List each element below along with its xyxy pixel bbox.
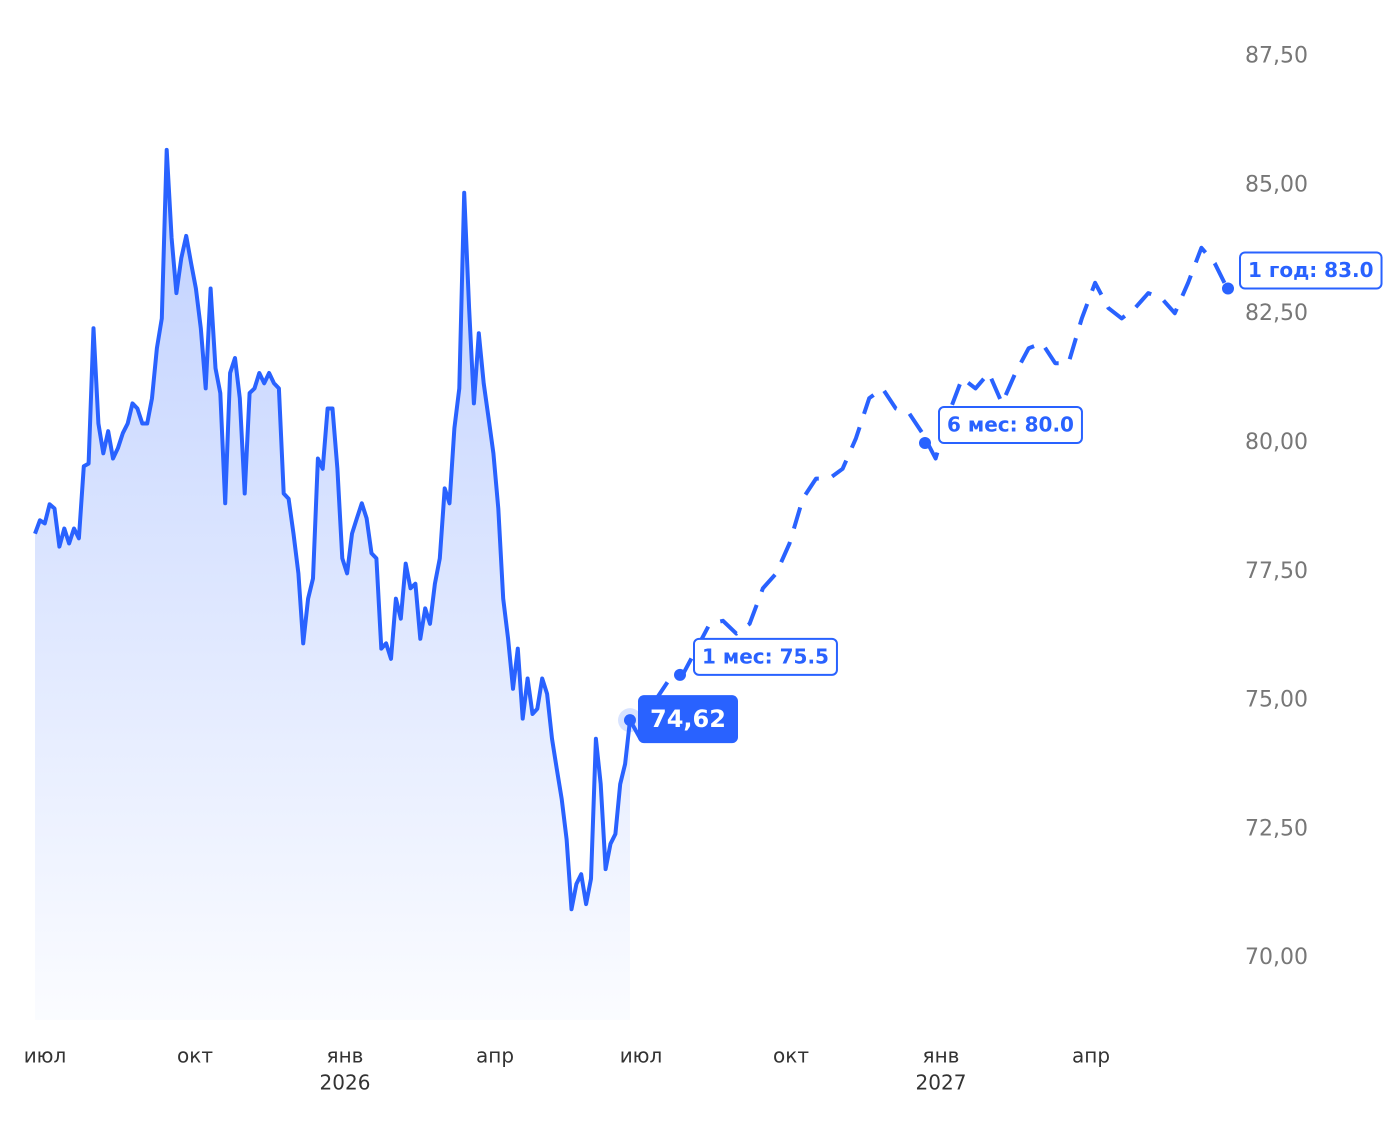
- forecast-label: 1 год: 83.0: [1239, 251, 1383, 290]
- x-tick-label: июл: [24, 1044, 67, 1068]
- y-tick-label: 85,00: [1245, 172, 1308, 197]
- label-box: [693, 637, 838, 676]
- x-tick-label: окт: [773, 1044, 809, 1068]
- x-tick-label: апр: [476, 1044, 514, 1068]
- y-tick-label: 75,00: [1245, 688, 1308, 713]
- x-tick-year: 2026: [320, 1071, 371, 1095]
- y-tick-label: 82,50: [1245, 301, 1308, 326]
- label-box: [938, 406, 1083, 445]
- current-box: [638, 695, 738, 744]
- label-text: 1 год: 83.0: [1248, 258, 1374, 282]
- x-tick-label: янв: [923, 1044, 960, 1068]
- x-tick-label: окт: [177, 1044, 213, 1068]
- forecast-point: [1222, 282, 1234, 295]
- x-tick-year: 2027: [916, 1071, 967, 1095]
- label-box: [1239, 251, 1383, 290]
- forecast-point: [919, 437, 931, 450]
- forecast-point: [674, 668, 686, 681]
- x-tick-label: апр: [1072, 1044, 1110, 1068]
- label-text: 1 мес: 75.5: [702, 644, 829, 668]
- y-tick-label: 70,00: [1245, 945, 1308, 970]
- x-tick-label: янв: [327, 1044, 364, 1068]
- y-tick-label: 87,50: [1245, 44, 1308, 69]
- y-tick-label: 77,50: [1245, 559, 1308, 584]
- y-tick-label: 80,00: [1245, 430, 1308, 455]
- current-label: 74,62: [650, 705, 726, 733]
- forecast-label: 6 мес: 80.0: [938, 406, 1083, 445]
- price-line: [33, 147, 632, 912]
- label-text: 6 мес: 80.0: [947, 413, 1074, 437]
- forecast-label: 1 мес: 75.5: [693, 637, 838, 676]
- y-tick-label: 72,50: [1245, 816, 1308, 841]
- area: [35, 149, 630, 1020]
- x-tick-label: июл: [620, 1044, 663, 1068]
- current-point: [624, 714, 636, 727]
